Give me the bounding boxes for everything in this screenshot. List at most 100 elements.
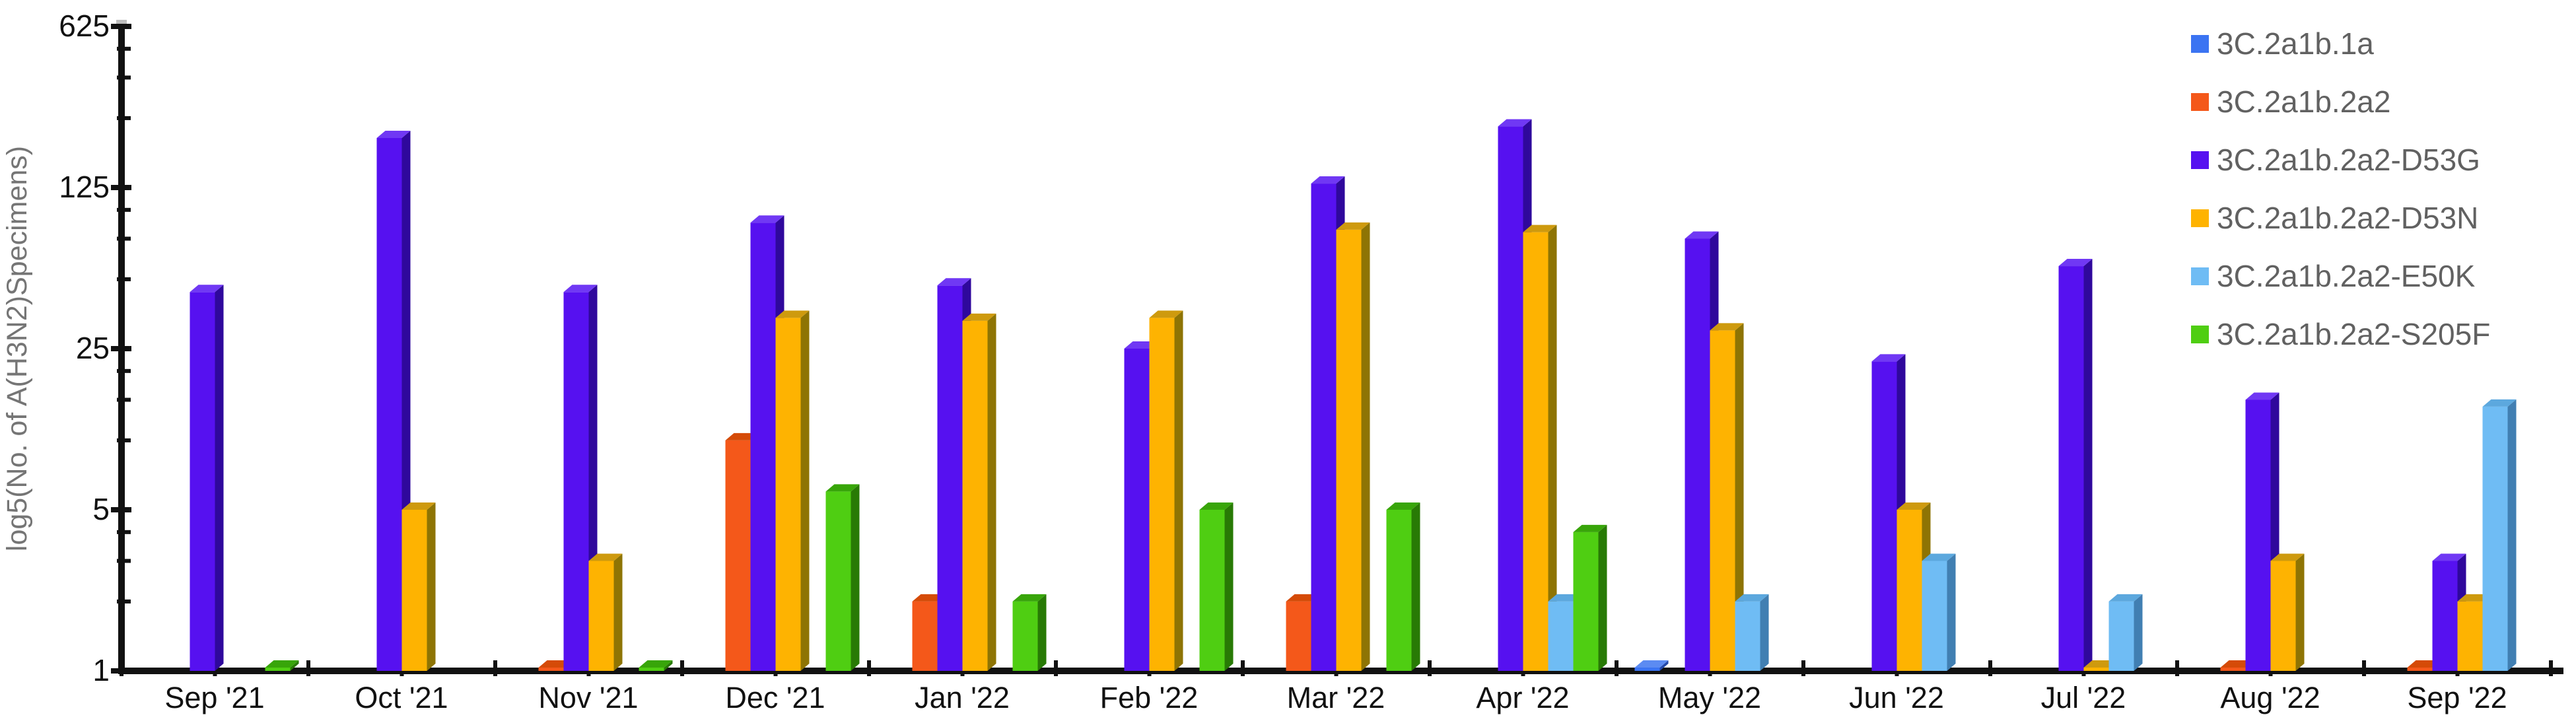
- bar-3C.2a1b.2a2-S205F-Apr'22-side: [1598, 524, 1607, 671]
- bar-3C.2a1b.2a2-E50K-May'22-side: [1760, 594, 1769, 671]
- bar-3C.2a1b.2a2-D53G-May'22-top: [1685, 231, 1719, 239]
- legend-label-1a: 3C.2a1b.1a: [2217, 26, 2374, 61]
- x-label-nov21: Nov '21: [538, 681, 638, 714]
- x-label-jan22: Jan '22: [915, 681, 1010, 714]
- legend-swatch-d53n: [2191, 209, 2209, 227]
- bar-3C.2a1b.2a2-S205F-Dec'21-side: [851, 484, 860, 671]
- bar-3C.2a1b.1a-May'22-side: [1659, 660, 1669, 671]
- bar-3C.2a1b.2a2-D53G-Apr'22-top: [1498, 119, 1532, 127]
- y-tick-label-625: 625: [59, 9, 110, 43]
- bar-3C.2a1b.2a2-D53G-Sep'21-side: [215, 285, 224, 672]
- bar-3C.2a1b.2a2-Dec'21-front: [725, 440, 751, 671]
- bar-3C.2a1b.2a2-D53G-Sep'22-front: [2432, 561, 2458, 671]
- bar-3C.2a1b.2a2-D53G-Sep'21-front: [190, 292, 215, 672]
- bar-3C.2a1b.2a2-D53G-Nov'21-front: [563, 292, 589, 672]
- legend-item-e50k: 3C.2a1b.2a2-E50K: [2191, 247, 2490, 305]
- bar-3C.2a1b.2a2-D53G-Oct'21-top: [376, 131, 411, 139]
- y-minor-tick: [117, 368, 131, 373]
- x-tick: [1241, 660, 1245, 676]
- legend-item-d53n: 3C.2a1b.2a2-D53N: [2191, 189, 2490, 247]
- bar-3C.2a1b.2a2-Nov'21-front: [538, 668, 564, 671]
- bar-3C.2a1b.2a2-D53G-Sep'21-top: [190, 285, 224, 293]
- bar-3C.2a1b.2a2-E50K-Sep'22-side: [2507, 399, 2517, 671]
- legend-label-s205f: 3C.2a1b.2a2-S205F: [2217, 317, 2491, 351]
- bar-3C.2a1b.2a2-D53N-Feb'22-front: [1149, 318, 1175, 671]
- bar-3C.2a1b.2a2-D53N-Jul'22-front: [2083, 668, 2109, 671]
- y-tick-label-5: 5: [92, 492, 110, 526]
- bar-3C.2a1b.2a2-D53N-Mar'22-side: [1361, 222, 1370, 671]
- bar-3C.2a1b.2a2-S205F-Feb'22-side: [1224, 502, 1234, 671]
- bar-3C.2a1b.2a2-D53G-Jun'22-top: [1871, 354, 1906, 362]
- bar-3C.2a1b.2a2-D53N-Dec'21-top: [775, 310, 810, 318]
- y-minor-tick: [117, 530, 131, 534]
- bar-3C.2a1b.2a2-S205F-Jan'22-side: [1037, 594, 1047, 671]
- bar-3C.2a1b.1a-May'22-front: [1634, 668, 1660, 671]
- bar-3C.2a1b.2a2-S205F-Nov'21-top: [639, 660, 673, 668]
- bar-3C.2a1b.2a2-E50K-Sep'22-front: [2482, 406, 2508, 671]
- bar-3C.2a1b.2a2-E50K-Apr'22-front: [1548, 601, 1574, 671]
- bar-3C.2a1b.2a2-D53G-Sep'22-top: [2432, 553, 2466, 561]
- bar-3C.2a1b.2a2-Mar'22-front: [1286, 601, 1311, 671]
- bar-3C.2a1b.2a2-E50K-Jun'22-side: [1947, 553, 1956, 671]
- bar-3C.2a1b.2a2-D53N-Apr'22-top: [1523, 225, 1557, 232]
- x-tick: [1988, 660, 1992, 676]
- bar-3C.2a1b.2a2-D53N-May'22-side: [1735, 323, 1744, 671]
- bar-3C.2a1b.2a2-S205F-Nov'21-side: [664, 660, 673, 671]
- legend-swatch-e50k: [2191, 267, 2209, 285]
- x-label-apr22: Apr '22: [1476, 681, 1569, 714]
- bar-3C.2a1b.2a2-S205F-Mar'22-side: [1411, 502, 1420, 671]
- bar-3C.2a1b.2a2-D53G-Jan'22-front: [937, 285, 963, 671]
- y-major-tick: [111, 507, 131, 512]
- x-tick: [1615, 660, 1619, 676]
- bar-3C.2a1b.2a2-D53N-May'22-front: [1710, 330, 1735, 671]
- bar-3C.2a1b.2a2-D53N-Mar'22-front: [1336, 229, 1362, 671]
- bar-3C.2a1b.2a2-E50K-Jul'22-top: [2108, 594, 2143, 602]
- bar-3C.2a1b.2a2-D53G-Aug'22-front: [2245, 399, 2271, 671]
- x-tick: [680, 660, 684, 676]
- y-minor-tick: [117, 438, 131, 442]
- bar-3C.2a1b.2a2-E50K-Jul'22-side: [2134, 594, 2143, 671]
- bar-3C.2a1b.2a2-S205F-Mar'22-top: [1386, 502, 1420, 510]
- legend-item-s205f: 3C.2a1b.2a2-S205F: [2191, 305, 2490, 363]
- bar-3C.2a1b.2a2-S205F-Sep'21-side: [290, 660, 299, 671]
- bar-3C.2a1b.2a2-D53G-May'22-front: [1685, 238, 1710, 671]
- bar-3C.2a1b.2a2-D53N-Oct'21-front: [401, 510, 427, 671]
- bar-3C.2a1b.2a2-S205F-Jan'22-top: [1012, 594, 1047, 602]
- legend-label-2a2: 3C.2a1b.2a2: [2217, 85, 2391, 119]
- x-tick: [2175, 660, 2179, 676]
- bar-3C.2a1b.2a2-D53G-Mar'22-front: [1311, 184, 1337, 671]
- bar-3C.2a1b.2a2-D53N-Apr'22-front: [1523, 232, 1549, 671]
- y-minor-tick: [117, 599, 131, 604]
- bar-3C.2a1b.2a2-D53N-Aug'22-front: [2270, 561, 2296, 671]
- x-label-jun22: Jun '22: [1849, 681, 1944, 714]
- bar-3C.2a1b.2a2-Sep'22-front: [2407, 668, 2433, 671]
- x-tick: [1054, 660, 1058, 676]
- bar-3C.2a1b.2a2-Aug'22-front: [2220, 668, 2246, 671]
- legend-label-e50k: 3C.2a1b.2a2-E50K: [2217, 259, 2476, 293]
- bar-3C.2a1b.2a2-E50K-Jul'22-front: [2108, 601, 2134, 671]
- x-tick: [2549, 660, 2553, 676]
- bar-3C.2a1b.2a2-D53N-Aug'22-side: [2295, 553, 2305, 671]
- bar-3C.2a1b.2a2-E50K-Sep'22-top: [2482, 399, 2517, 407]
- x-tick: [306, 660, 310, 676]
- bar-3C.2a1b.2a2-D53N-Dec'21-side: [800, 310, 810, 671]
- bar-3C.2a1b.2a2-S205F-Apr'22-top: [1573, 524, 1607, 532]
- bar-3C.2a1b.2a2-D53N-Sep'22-front: [2457, 601, 2483, 671]
- x-label-may22: May '22: [1658, 681, 1761, 714]
- legend-label-d53g: 3C.2a1b.2a2-D53G: [2217, 143, 2480, 177]
- x-tick: [867, 660, 871, 676]
- y-minor-tick: [117, 236, 131, 241]
- legend-label-d53n: 3C.2a1b.2a2-D53N: [2217, 201, 2479, 235]
- bar-3C.2a1b.2a2-D53G-Mar'22-top: [1311, 176, 1345, 184]
- x-label-dec21: Dec '21: [725, 681, 825, 714]
- legend: 3C.2a1b.1a 3C.2a1b.2a2 3C.2a1b.2a2-D53G …: [2191, 15, 2490, 363]
- x-tick: [120, 660, 123, 676]
- y-tick-label-125: 125: [59, 170, 110, 204]
- bar-3C.2a1b.1a-May'22-top: [1634, 660, 1669, 668]
- bar-3C.2a1b.2a2-D53G-Aug'22-top: [2245, 392, 2280, 400]
- y-minor-tick: [117, 46, 131, 51]
- x-label-oct21: Oct '21: [355, 681, 448, 714]
- bar-3C.2a1b.2a2-Jan'22-front: [912, 601, 938, 671]
